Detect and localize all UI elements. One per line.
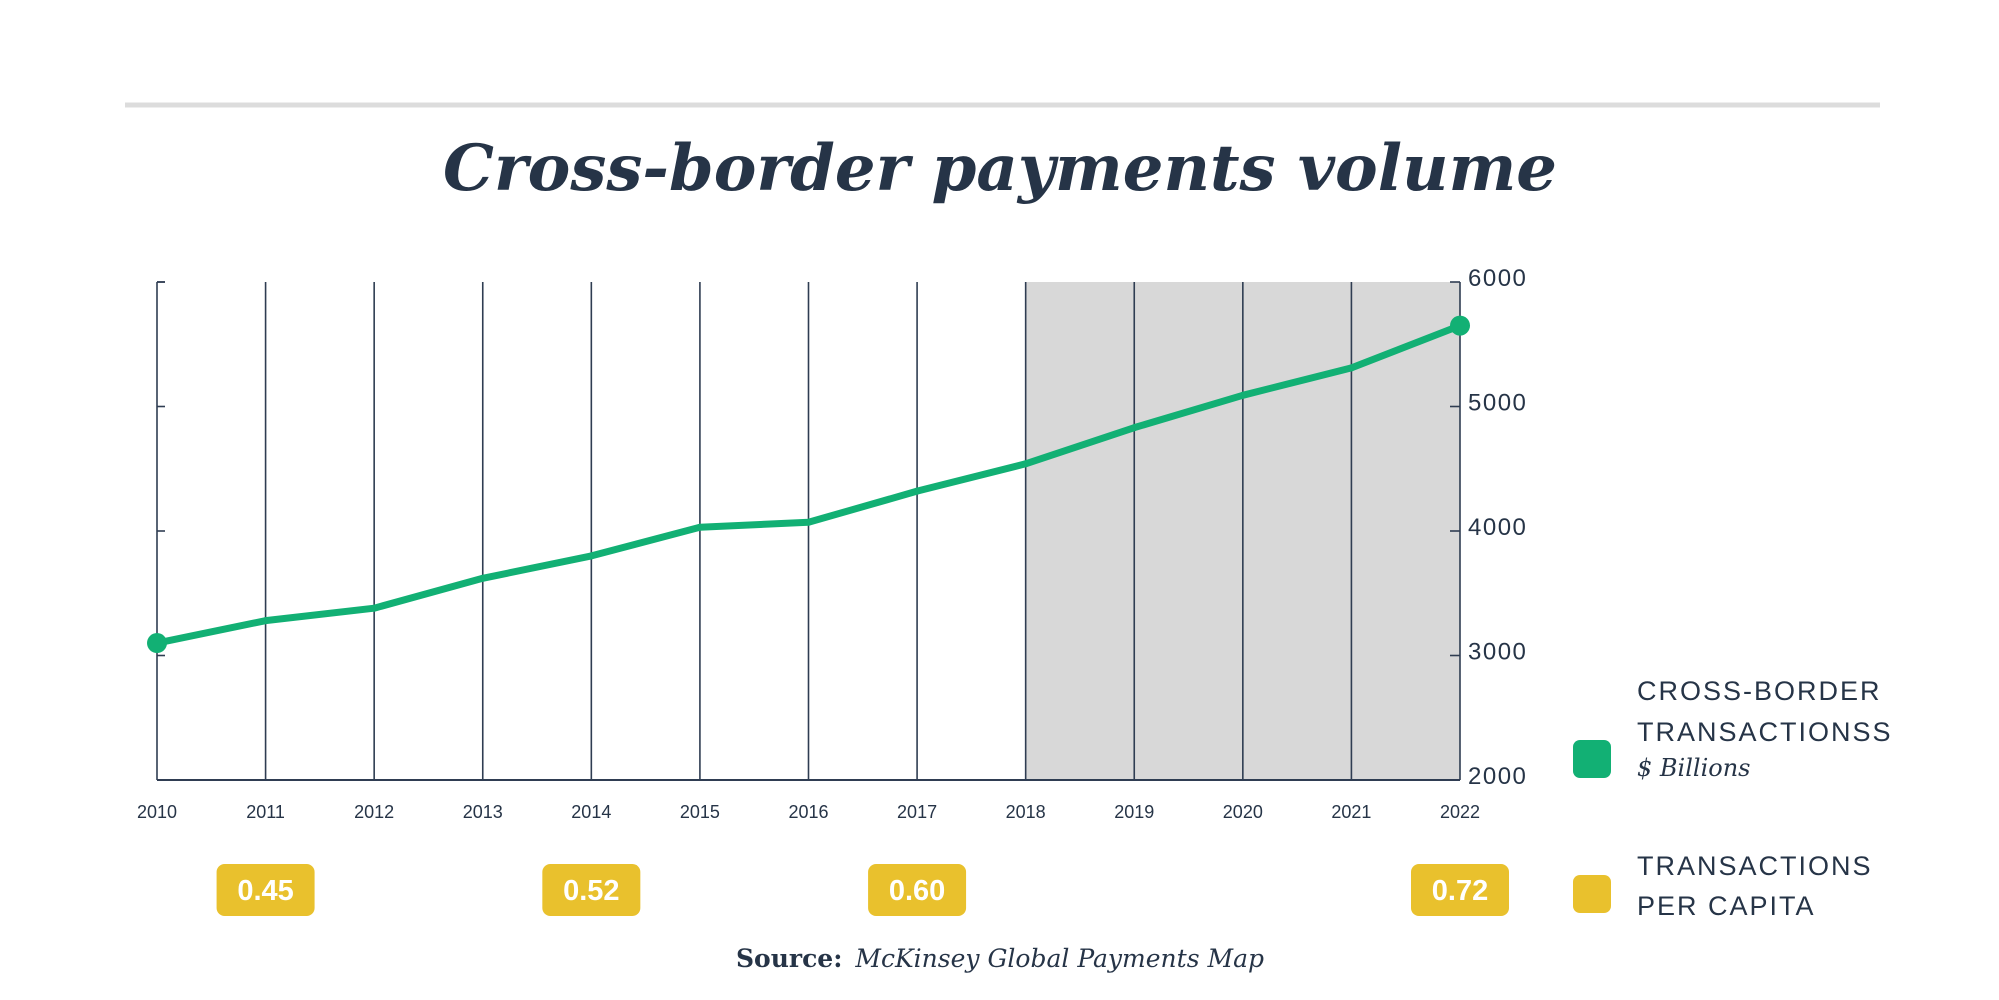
data-point-2021	[1347, 364, 1355, 372]
y-tick-label-6000: 6000	[1468, 265, 1527, 292]
per-capita-value-2014: 0.52	[563, 875, 619, 907]
chart-title: Cross-border payments volume	[443, 131, 1557, 206]
per-capita-badge-2022	[1411, 864, 1509, 916]
legend: CROSS-BORDER TRANSACTIONSS $ Billions TR…	[1573, 676, 1893, 921]
data-point-2014	[587, 552, 595, 560]
y-tick-label-3000: 3000	[1468, 639, 1527, 666]
x-tick-label-2012: 2012	[354, 802, 394, 822]
data-point-2012	[370, 604, 378, 612]
per-capita-value-2022: 0.72	[1432, 875, 1488, 907]
per-capita-badge-2014	[542, 864, 641, 916]
data-point-2018	[1022, 460, 1030, 468]
y-tick-label-4000: 4000	[1468, 514, 1527, 541]
data-point-2020	[1239, 391, 1247, 399]
per-capita-value-2017: 0.60	[889, 875, 945, 907]
x-tick-label-2013: 2013	[463, 802, 503, 822]
legend-cross-border-unit: $ Billions	[1637, 754, 1750, 782]
x-tick-label-2014: 2014	[571, 802, 611, 822]
data-point-2015	[696, 523, 704, 531]
x-tick-label-2015: 2015	[680, 802, 720, 822]
source-label: Source:	[736, 944, 842, 973]
x-tick-label-2022: 2022	[1440, 802, 1480, 822]
source-name: McKinsey Global Payments Map	[854, 944, 1264, 973]
legend-swatch-cross-border	[1573, 740, 1611, 778]
data-point-2013	[479, 574, 487, 582]
legend-per-capita-line1: TRANSACTIONS	[1637, 851, 1873, 881]
data-point-2011	[262, 617, 270, 625]
legend-per-capita-line2: PER CAPITA	[1637, 891, 1816, 921]
data-point-2019	[1130, 424, 1138, 432]
x-tick-label-2010: 2010	[137, 802, 177, 822]
data-point-2022	[1450, 315, 1470, 336]
legend-cross-border-line1: CROSS-BORDER	[1637, 676, 1882, 706]
y-tick-label-2000: 2000	[1468, 763, 1527, 790]
x-tick-label-2017: 2017	[897, 802, 937, 822]
x-tick-label-2020: 2020	[1223, 802, 1263, 822]
x-tick-label-2011: 2011	[246, 802, 285, 822]
x-tick-label-2021: 2021	[1331, 802, 1371, 822]
source-note: Source: McKinsey Global Payments Map	[736, 944, 1264, 973]
per-capita-badge-2017	[868, 864, 967, 916]
legend-cross-border-line2: TRANSACTIONSS	[1637, 717, 1893, 747]
data-point-2016	[805, 518, 812, 526]
legend-swatch-per-capita	[1573, 875, 1611, 913]
per-capita-value-2011: 0.45	[237, 875, 293, 907]
data-point-2017	[913, 487, 921, 495]
per-capita-badge-2011	[216, 864, 315, 916]
x-tick-label-2016: 2016	[788, 802, 828, 822]
data-point-2010	[147, 633, 167, 654]
x-tick-label-2018: 2018	[1006, 802, 1046, 822]
plot-area: 6000 5000 4000 3000 2000 2010 2011 2012 2013 2014…	[137, 265, 1527, 916]
y-tick-label-5000: 5000	[1468, 390, 1527, 417]
x-tick-label-2019: 2019	[1114, 802, 1154, 822]
